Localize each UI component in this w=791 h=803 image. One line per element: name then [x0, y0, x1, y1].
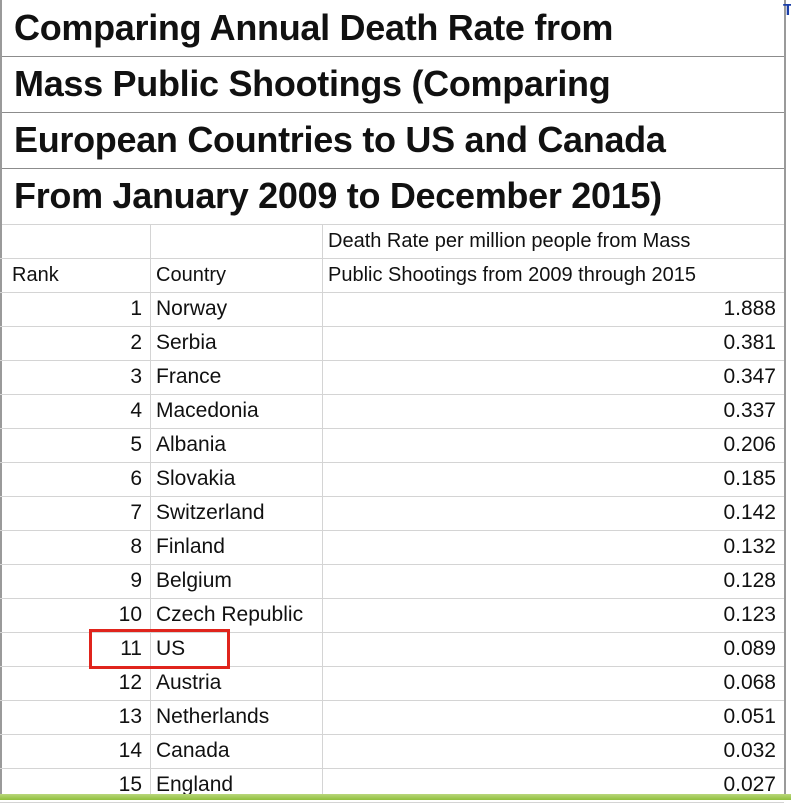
country-cell: England	[156, 773, 234, 796]
grid-line	[0, 56, 784, 57]
rank-cell: 5	[130, 433, 142, 456]
rank-cell: 10	[118, 603, 142, 626]
header-country: Country	[156, 264, 227, 286]
rank-cell: 13	[118, 705, 142, 728]
title-line-2: Mass Public Shootings (Comparing	[14, 63, 611, 104]
rank-cell: 6	[130, 467, 142, 490]
grid-line	[0, 530, 784, 531]
rate-cell: 0.089	[723, 637, 776, 660]
rate-cell: 0.142	[723, 501, 776, 524]
rank-cell: 8	[130, 535, 142, 558]
country-cell: Belgium	[156, 569, 232, 592]
grid-line	[0, 292, 784, 293]
grid-line	[0, 734, 784, 735]
column-divider	[322, 224, 323, 794]
rate-cell: 0.132	[723, 535, 776, 558]
grid-line	[0, 700, 784, 701]
rank-cell: 14	[118, 739, 142, 762]
grid-line	[0, 224, 784, 225]
rate-cell: 0.347	[723, 365, 776, 388]
rank-cell: 4	[130, 399, 142, 422]
rate-cell: 0.206	[723, 433, 776, 456]
rank-cell: 2	[130, 331, 142, 354]
title-line-1: Comparing Annual Death Rate from	[14, 7, 614, 48]
rate-cell: 0.051	[723, 705, 776, 728]
country-cell: Albania	[156, 433, 227, 456]
rank-cell: 11	[120, 637, 142, 660]
bottom-strip	[0, 794, 791, 800]
grid-line	[0, 112, 784, 113]
rate-cell: 0.381	[723, 331, 776, 354]
country-cell: Switzerland	[156, 501, 265, 524]
grid-line	[0, 360, 784, 361]
country-cell: Austria	[156, 671, 222, 694]
grid-line	[0, 394, 784, 395]
country-cell: Czech Republic	[156, 603, 304, 626]
country-cell: US	[156, 637, 186, 660]
country-cell: Canada	[156, 739, 230, 762]
grid-line	[0, 258, 784, 259]
header-rate-line-2: Public Shootings from 2009 through 2015	[328, 264, 697, 286]
header-rate-line-1: Death Rate per million people from Mass	[328, 230, 691, 252]
header-rank: Rank	[12, 264, 59, 286]
country-cell: Netherlands	[156, 705, 270, 728]
rank-cell: 15	[118, 773, 142, 796]
country-cell: Serbia	[156, 331, 217, 354]
grid-line	[0, 564, 784, 565]
rank-cell: 1	[130, 297, 142, 320]
grid-line	[0, 632, 784, 633]
rate-cell: 0.027	[723, 773, 776, 796]
rate-cell: 1.888	[723, 297, 776, 320]
rank-cell: 9	[130, 569, 142, 592]
column-divider	[150, 224, 151, 794]
grid-line	[0, 598, 784, 599]
rate-cell: 0.032	[723, 739, 776, 762]
rank-cell: 7	[130, 501, 142, 524]
country-cell: Norway	[156, 297, 228, 320]
grid-line	[0, 168, 784, 169]
rate-cell: 0.068	[723, 671, 776, 694]
title-line-4: From January 2009 to December 2015)	[14, 175, 662, 216]
rate-cell: 0.337	[723, 399, 776, 422]
country-cell: France	[156, 365, 222, 388]
title-line-3: European Countries to US and Canada	[14, 119, 666, 160]
grid-line	[0, 666, 784, 667]
highlight-box-us	[89, 629, 230, 669]
grid-line	[0, 462, 784, 463]
corner-glyph: T	[783, 2, 791, 19]
rank-cell: 12	[118, 671, 142, 694]
grid-line	[0, 326, 784, 327]
rate-cell: 0.128	[723, 569, 776, 592]
sheet-left-edge	[0, 0, 2, 794]
grid-line	[0, 428, 784, 429]
rank-cell: 3	[130, 365, 142, 388]
country-cell: Finland	[156, 535, 225, 558]
grid-line	[0, 768, 784, 769]
country-cell: Macedonia	[156, 399, 259, 422]
rate-cell: 0.185	[723, 467, 776, 490]
country-cell: Slovakia	[156, 467, 236, 490]
grid-line	[0, 496, 784, 497]
rate-cell: 0.123	[723, 603, 776, 626]
